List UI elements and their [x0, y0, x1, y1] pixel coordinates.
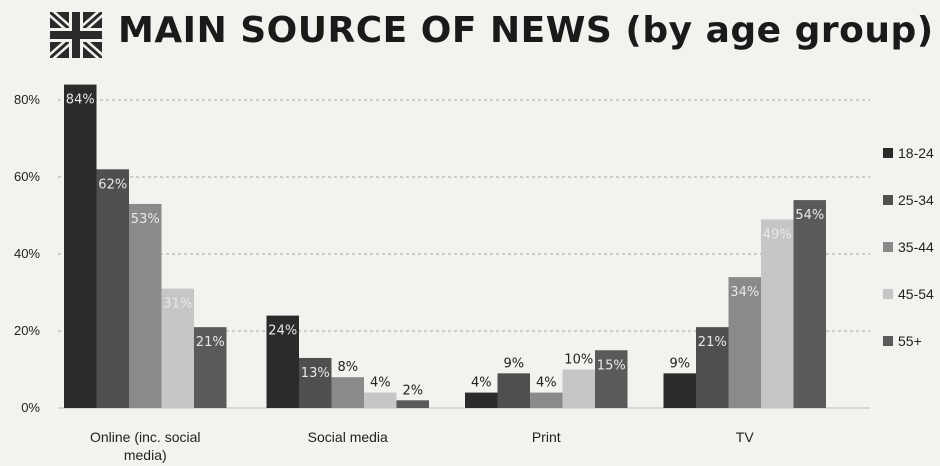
bar [364, 392, 397, 408]
bar [497, 373, 530, 408]
bar [96, 169, 129, 408]
legend-swatch [883, 289, 893, 299]
legend-label: 25-34 [898, 192, 934, 208]
data-label: 84% [66, 93, 95, 108]
bar [331, 377, 364, 408]
y-tick-label: 80% [14, 92, 40, 107]
y-tick-label: 60% [14, 169, 40, 184]
data-label: 4% [536, 376, 557, 391]
data-label: 49% [763, 227, 792, 242]
data-label: 10% [564, 353, 593, 368]
bar [161, 288, 194, 408]
bar [761, 219, 794, 408]
bars [64, 84, 826, 408]
bar [728, 277, 761, 408]
legend-label: 45-54 [898, 286, 934, 302]
chart-title: MAIN SOURCE OF NEWS (by age group) [118, 10, 934, 51]
data-label: 4% [471, 376, 492, 391]
bar [299, 357, 332, 408]
bar [64, 84, 97, 408]
y-axis-ticks: 0% 20% 40% 60% 80% [14, 92, 40, 415]
data-label: 8% [337, 360, 358, 375]
category-label-line: Print [532, 429, 561, 445]
category-label-line: Social media [308, 429, 388, 445]
category-label-line: TV [736, 429, 755, 445]
bar [562, 369, 595, 408]
data-label: 54% [795, 208, 824, 223]
bar [194, 327, 227, 408]
data-label: 9% [503, 356, 524, 371]
legend-swatch [883, 242, 893, 252]
category-label: Social media [308, 429, 388, 445]
data-label: 9% [669, 356, 690, 371]
data-labels: 84% 62% 53% 31% 21% 24% 13% 8% 4% 2% 4% 9% 4% 10% 15% 9… [66, 93, 824, 399]
category-label: TV [736, 429, 755, 445]
data-label: 53% [131, 212, 160, 227]
category-label-line: media) [124, 447, 167, 463]
legend-swatch [883, 336, 893, 346]
legend-swatch [883, 195, 893, 205]
legend: 18-24 25-34 35-44 45-54 55+ [883, 145, 934, 349]
legend-swatch [883, 148, 893, 158]
y-tick-label: 40% [14, 246, 40, 261]
bar [129, 203, 162, 408]
data-label: 13% [301, 366, 330, 381]
legend-label: 35-44 [898, 239, 934, 255]
y-tick-label: 20% [14, 323, 40, 338]
bar [266, 315, 299, 408]
legend-label: 55+ [898, 333, 922, 349]
bar [696, 327, 729, 408]
category-label: Print [532, 429, 561, 445]
data-label: 24% [268, 324, 297, 339]
bar [595, 350, 628, 408]
data-label: 15% [597, 358, 626, 373]
data-label: 34% [730, 285, 759, 300]
bar [465, 392, 498, 408]
union-jack-flag-icon [50, 12, 102, 58]
y-tick-label: 0% [21, 400, 40, 415]
bar [530, 392, 563, 408]
bar [663, 373, 696, 408]
data-label: 21% [196, 335, 225, 350]
bar [793, 200, 826, 408]
bar [396, 400, 429, 408]
data-label: 2% [402, 383, 423, 398]
category-label-line: Online (inc. social [90, 429, 201, 445]
data-label: 21% [698, 335, 727, 350]
category-labels: Online (inc. social media) Social media Pri… [90, 429, 754, 463]
data-label: 62% [98, 177, 127, 192]
legend-label: 18-24 [898, 145, 934, 161]
category-label: Online (inc. social media) [90, 429, 201, 463]
data-label: 31% [163, 297, 192, 312]
data-label: 4% [370, 376, 391, 391]
